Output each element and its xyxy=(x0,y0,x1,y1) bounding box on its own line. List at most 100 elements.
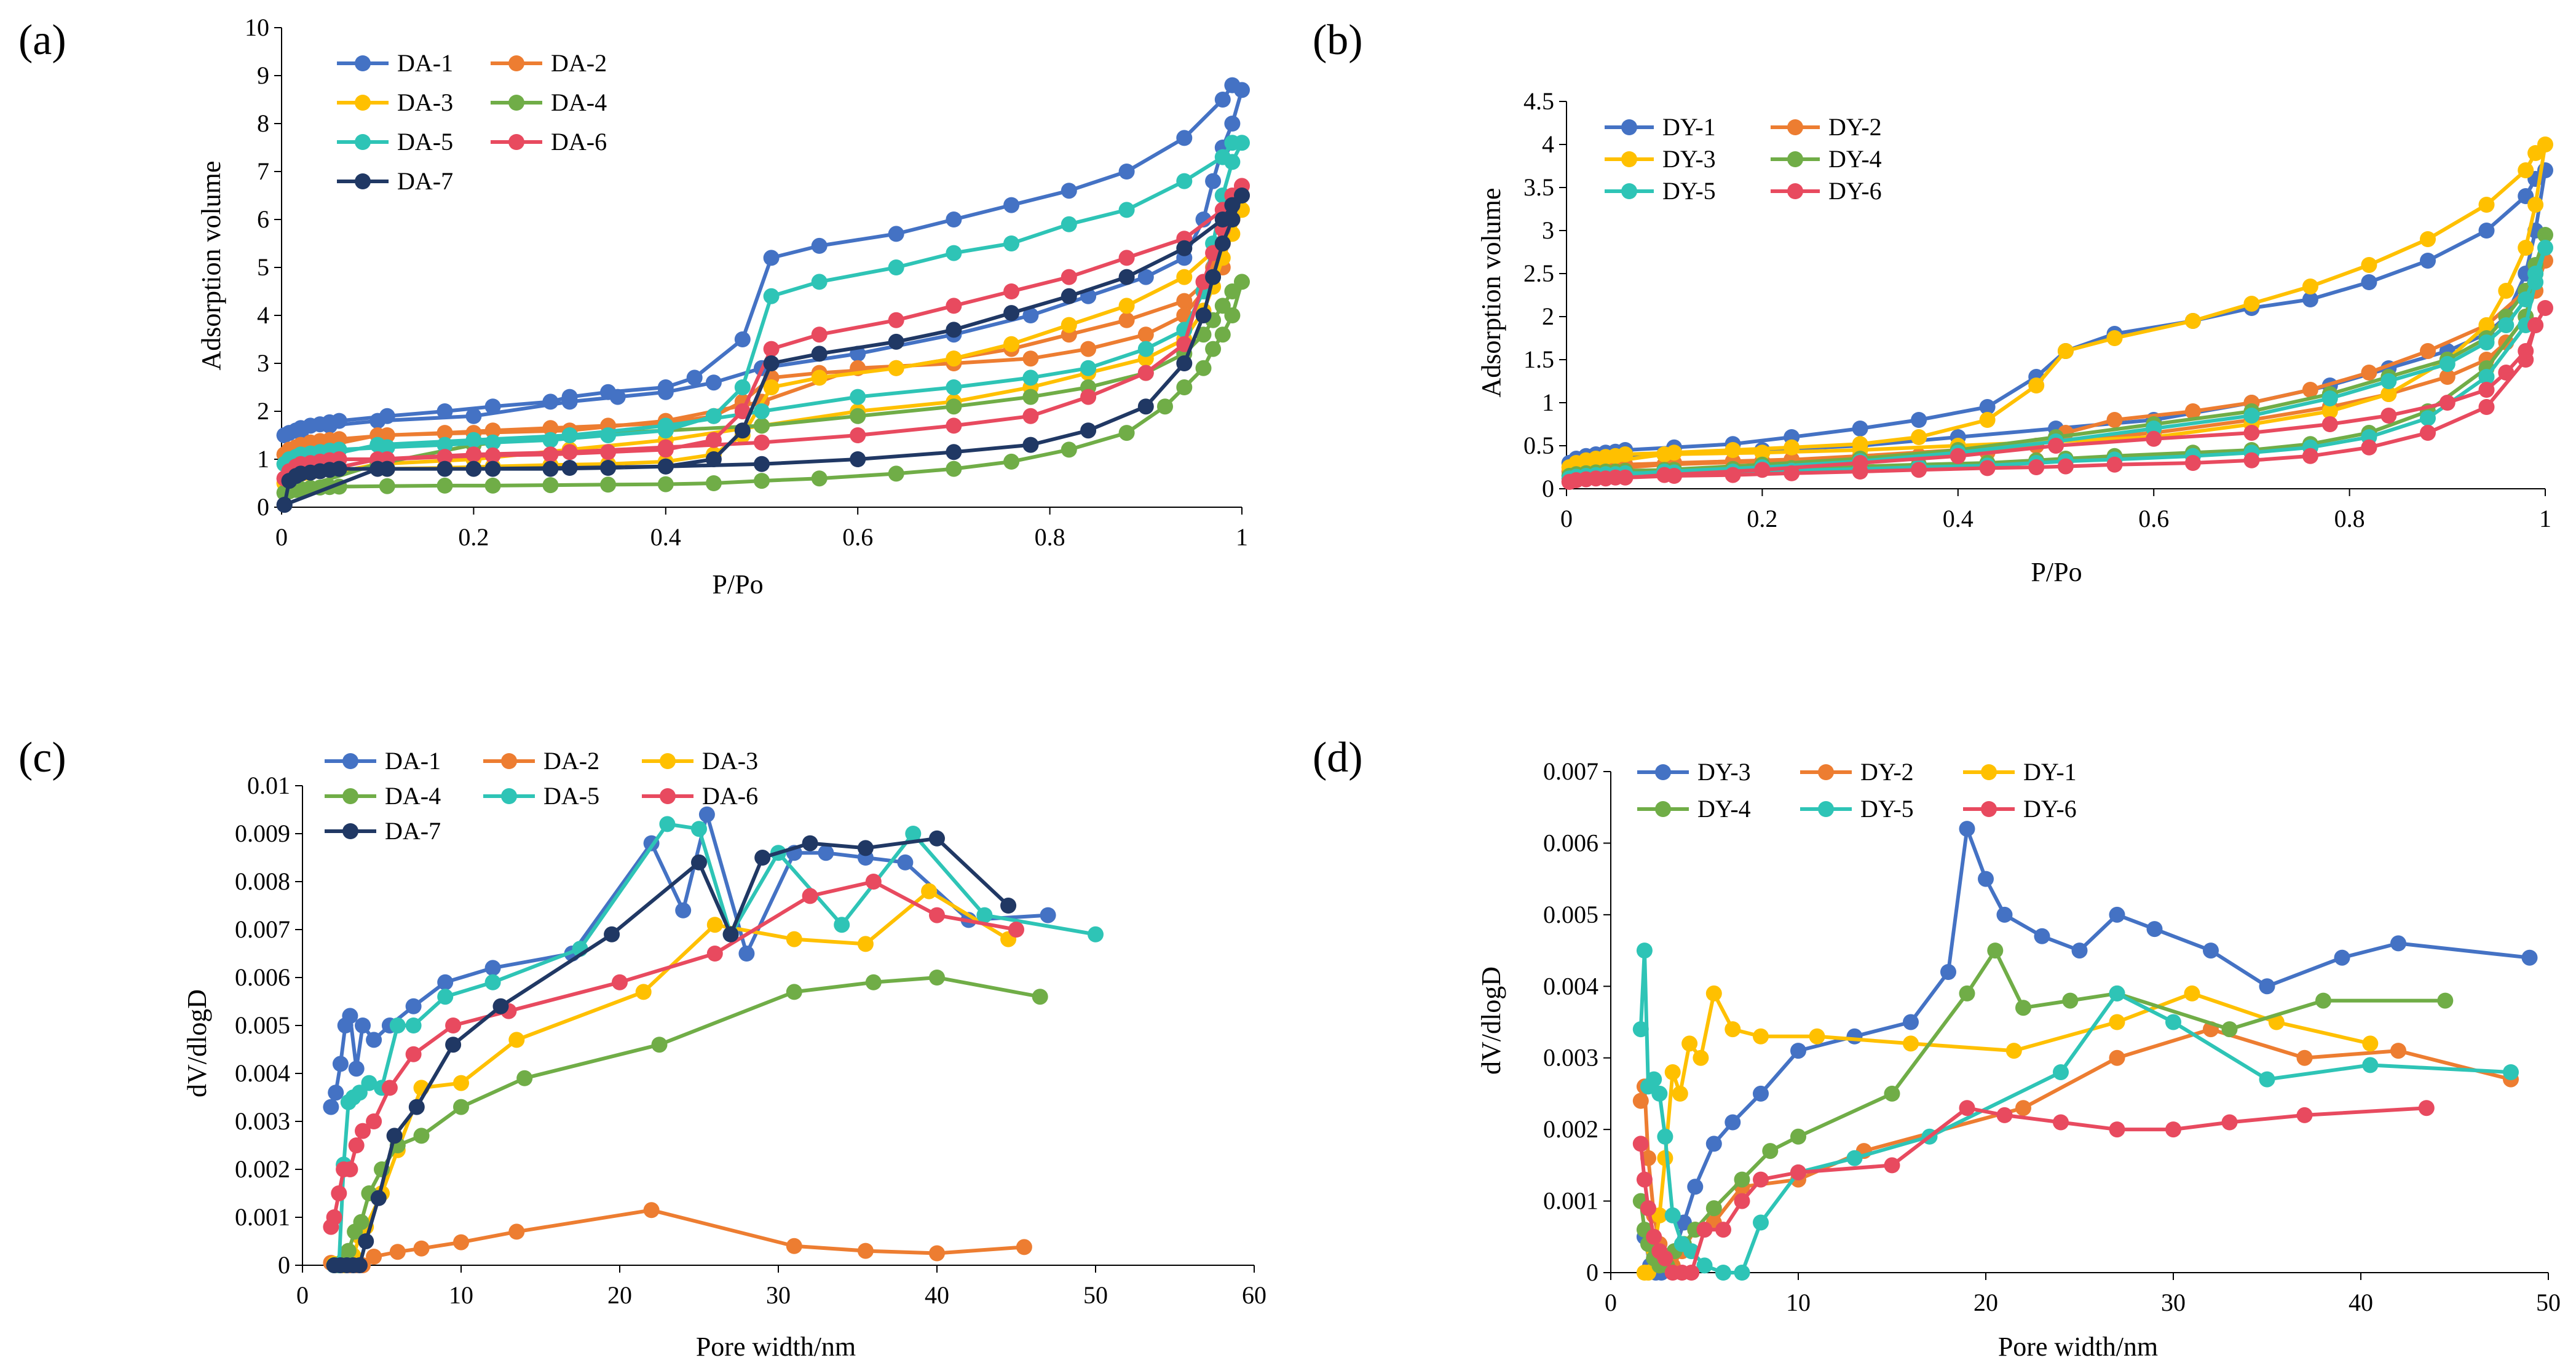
data-point xyxy=(1214,326,1231,343)
data-point xyxy=(811,369,828,386)
data-point xyxy=(2146,430,2162,447)
panel-d-legend: DY-3 DY-2 DY-1 DY-4 DY-5 DY-6 xyxy=(1637,758,2077,823)
data-point xyxy=(405,998,422,1014)
data-point xyxy=(657,417,674,434)
legend-item-DY-3: DY-3 xyxy=(1637,758,1751,786)
data-point xyxy=(1636,942,1653,959)
panel-c-xlabel: Pore width/nm xyxy=(696,1332,856,1362)
data-point xyxy=(1205,173,1222,189)
data-point xyxy=(2527,266,2544,282)
data-point xyxy=(2048,438,2064,454)
data-point xyxy=(2034,928,2050,944)
data-point xyxy=(1022,350,1039,367)
data-point xyxy=(381,1080,398,1096)
legend-item-DA-3: DA-3 xyxy=(642,747,758,775)
data-point xyxy=(734,422,751,439)
y-tick-label: 2 xyxy=(1542,302,1554,330)
data-point xyxy=(600,444,617,460)
data-point xyxy=(1696,1222,1713,1238)
data-point xyxy=(1672,1085,1688,1102)
y-tick-label: 0.005 xyxy=(235,1011,290,1039)
data-point xyxy=(1790,1164,1806,1180)
data-point xyxy=(355,1017,371,1033)
data-point xyxy=(811,237,828,254)
legend-swatch-marker xyxy=(508,55,524,71)
data-point xyxy=(1195,307,1212,323)
data-point xyxy=(857,936,874,952)
data-point xyxy=(659,816,676,832)
data-point xyxy=(2334,949,2350,966)
data-point xyxy=(389,1017,406,1033)
x-tick-label: 10 xyxy=(449,1281,473,1309)
data-point xyxy=(1979,399,1996,415)
series-DA-5 xyxy=(326,816,1104,1273)
series-line xyxy=(1568,143,2547,469)
data-point xyxy=(2527,317,2544,333)
data-point xyxy=(686,369,703,386)
data-point xyxy=(2106,412,2123,428)
data-point xyxy=(1022,408,1039,424)
data-point xyxy=(651,1037,668,1053)
y-tick-label: 4 xyxy=(1542,130,1554,158)
data-point xyxy=(600,460,617,476)
data-point xyxy=(484,960,501,976)
data-point xyxy=(1176,269,1193,285)
data-point xyxy=(2380,408,2397,424)
data-point xyxy=(2362,1035,2379,1052)
x-tick-label: 0.6 xyxy=(2138,505,2169,532)
data-point xyxy=(705,432,722,448)
data-point xyxy=(366,1032,382,1048)
legend-label: DY-5 xyxy=(1860,795,1914,823)
data-point xyxy=(561,444,578,460)
data-point xyxy=(929,907,945,923)
data-point xyxy=(1753,1171,1769,1188)
y-tick-label: 2.5 xyxy=(1523,259,1554,287)
data-point xyxy=(921,883,938,899)
data-point xyxy=(542,477,559,494)
legend-label: DA-2 xyxy=(543,747,599,775)
data-point xyxy=(331,460,347,477)
data-point xyxy=(754,850,771,866)
data-point xyxy=(2028,459,2045,475)
legend-swatch-marker xyxy=(660,753,676,769)
data-point xyxy=(2439,369,2455,385)
data-point xyxy=(1687,1179,1704,1195)
legend-label: DA-3 xyxy=(702,747,758,775)
data-point xyxy=(2109,1121,2125,1138)
panel-d: (d) 0 0.001 0.002 0.003 0.004 0.005 0.006 0.007… xyxy=(1313,734,2561,1362)
legend-swatch-marker xyxy=(501,753,517,769)
data-point xyxy=(786,931,802,947)
y-tick-label: 1 xyxy=(1542,389,1554,416)
y-tick-label: 4.5 xyxy=(1523,87,1554,115)
legend-label: DY-4 xyxy=(1828,145,1882,173)
data-point xyxy=(2537,240,2553,256)
legend-item-DA-1: DA-1 xyxy=(325,747,441,775)
data-point xyxy=(351,1257,368,1273)
data-point xyxy=(369,413,386,429)
legend-label: DA-1 xyxy=(397,49,453,77)
legend-swatch-marker xyxy=(1621,183,1637,199)
data-point xyxy=(2005,1043,2022,1059)
x-tick-label: 0.4 xyxy=(1943,505,1973,532)
data-point xyxy=(1784,439,1800,456)
x-tick-label: 0 xyxy=(296,1281,309,1309)
data-point xyxy=(722,926,739,942)
y-tick-label: 0 xyxy=(1542,475,1554,502)
data-point xyxy=(1176,293,1193,309)
legend-swatch-marker xyxy=(355,95,371,111)
y-tick-label: 0 xyxy=(1586,1258,1598,1286)
data-point xyxy=(2243,425,2260,441)
data-point xyxy=(1234,82,1250,98)
y-tick-label: 1 xyxy=(257,445,269,473)
data-point xyxy=(1561,473,1578,490)
legend-swatch-marker xyxy=(342,753,358,769)
legend-label: DA-4 xyxy=(551,89,607,116)
panel-a-plot xyxy=(276,77,1250,513)
data-point xyxy=(705,374,722,391)
data-point xyxy=(1224,154,1241,170)
legend-swatch-marker xyxy=(342,823,358,839)
y-tick-label: 0.003 xyxy=(1543,1044,1598,1072)
panel-b-plot xyxy=(1561,136,2553,490)
data-point xyxy=(1137,365,1154,381)
data-point xyxy=(698,806,715,823)
